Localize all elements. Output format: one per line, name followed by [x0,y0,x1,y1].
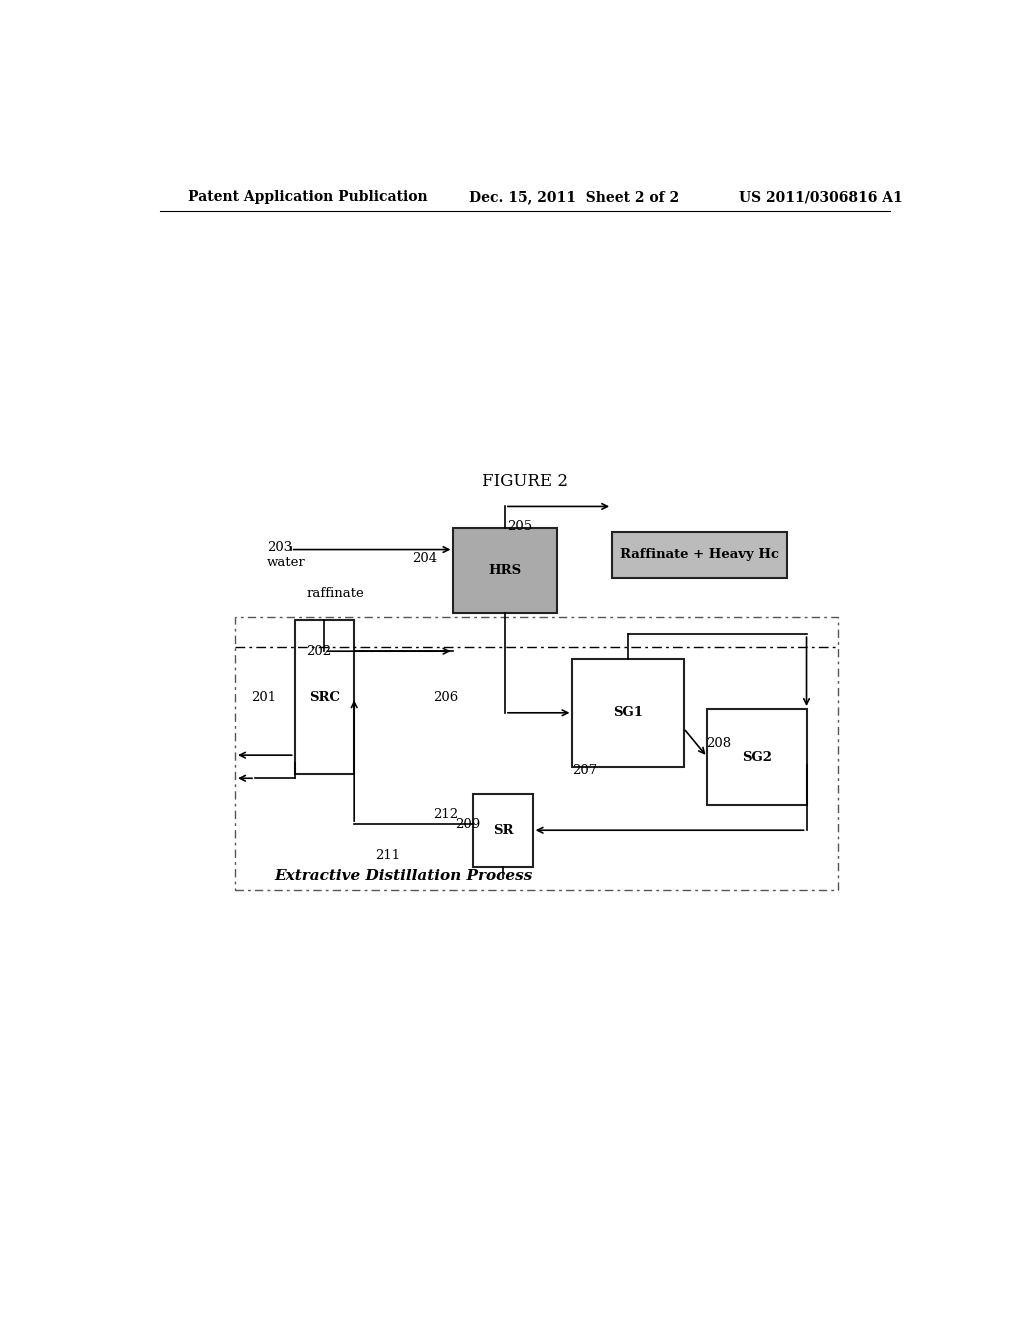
Text: 203: 203 [267,541,292,554]
Bar [236,616,839,890]
Text: 201: 201 [251,690,276,704]
Bar [612,532,786,578]
Bar [295,620,354,775]
Text: Dec. 15, 2011  Sheet 2 of 2: Dec. 15, 2011 Sheet 2 of 2 [469,190,679,205]
Text: 202: 202 [306,644,332,657]
Text: FIGURE 2: FIGURE 2 [482,474,567,490]
Text: water: water [267,556,305,569]
Text: 212: 212 [433,808,459,821]
Bar [473,793,532,867]
Text: 209: 209 [455,818,480,832]
Text: Patent Application Publication: Patent Application Publication [187,190,427,205]
Text: Extractive Distillation Process: Extractive Distillation Process [274,869,534,883]
Text: SG2: SG2 [742,751,772,763]
Text: 206: 206 [433,690,459,704]
Bar [454,528,557,612]
Text: Raffinate + Heavy Hc: Raffinate + Heavy Hc [620,548,779,561]
Text: 205: 205 [507,520,532,533]
Text: 204: 204 [413,552,437,565]
Text: 207: 207 [572,764,598,777]
Text: SR: SR [493,824,513,837]
Text: raffinate: raffinate [306,587,365,601]
Text: 208: 208 [706,737,731,750]
Text: 211: 211 [376,849,400,862]
Bar [708,709,807,805]
Bar [572,659,684,767]
Text: US 2011/0306816 A1: US 2011/0306816 A1 [739,190,903,205]
Text: SRC: SRC [309,690,340,704]
Text: SG1: SG1 [613,706,643,719]
Text: HRS: HRS [488,564,521,577]
